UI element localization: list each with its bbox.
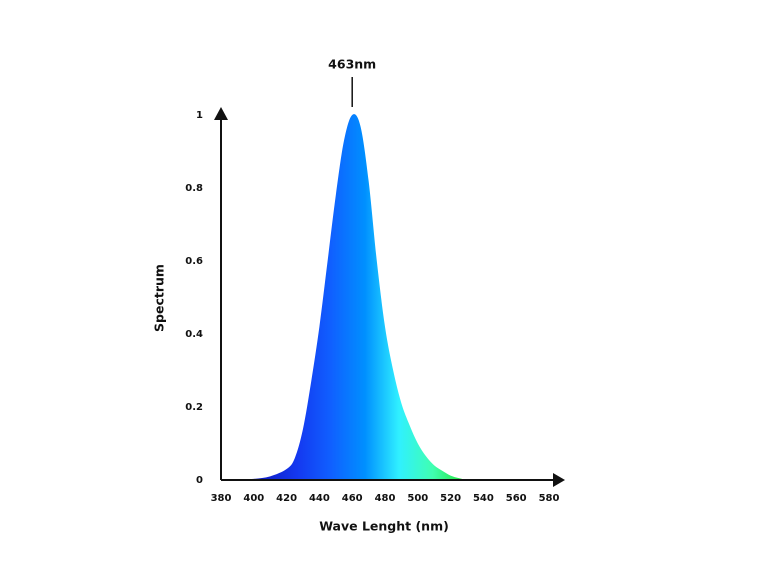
y-tick-label: 0.8 <box>185 183 203 194</box>
y-tick-label: 0.4 <box>185 329 203 340</box>
x-tick-label: 580 <box>539 493 560 504</box>
x-tick-label: 440 <box>309 493 330 504</box>
x-axis-label: Wave Lenght (nm) <box>319 519 449 534</box>
y-tick-label: 1 <box>196 110 203 121</box>
y-axis-arrow <box>214 107 228 120</box>
y-tick-label: 0.6 <box>185 256 203 267</box>
x-tick-label: 400 <box>243 493 264 504</box>
x-tick-label: 540 <box>473 493 494 504</box>
x-tick-label: 460 <box>342 493 363 504</box>
y-tick-label: 0 <box>196 475 203 486</box>
x-tick-label: 520 <box>440 493 461 504</box>
x-tick-label: 500 <box>407 493 428 504</box>
y-axis-label: Spectrum <box>152 264 167 332</box>
x-tick-label: 420 <box>276 493 297 504</box>
x-tick-label: 380 <box>211 493 232 504</box>
annotation: 463nm <box>328 57 376 72</box>
spectrum-area <box>229 114 467 480</box>
y-tick-label: 0.2 <box>185 402 203 413</box>
x-tick-label: 560 <box>506 493 527 504</box>
x-tick-label: 480 <box>375 493 396 504</box>
x-axis-arrow <box>553 473 565 487</box>
